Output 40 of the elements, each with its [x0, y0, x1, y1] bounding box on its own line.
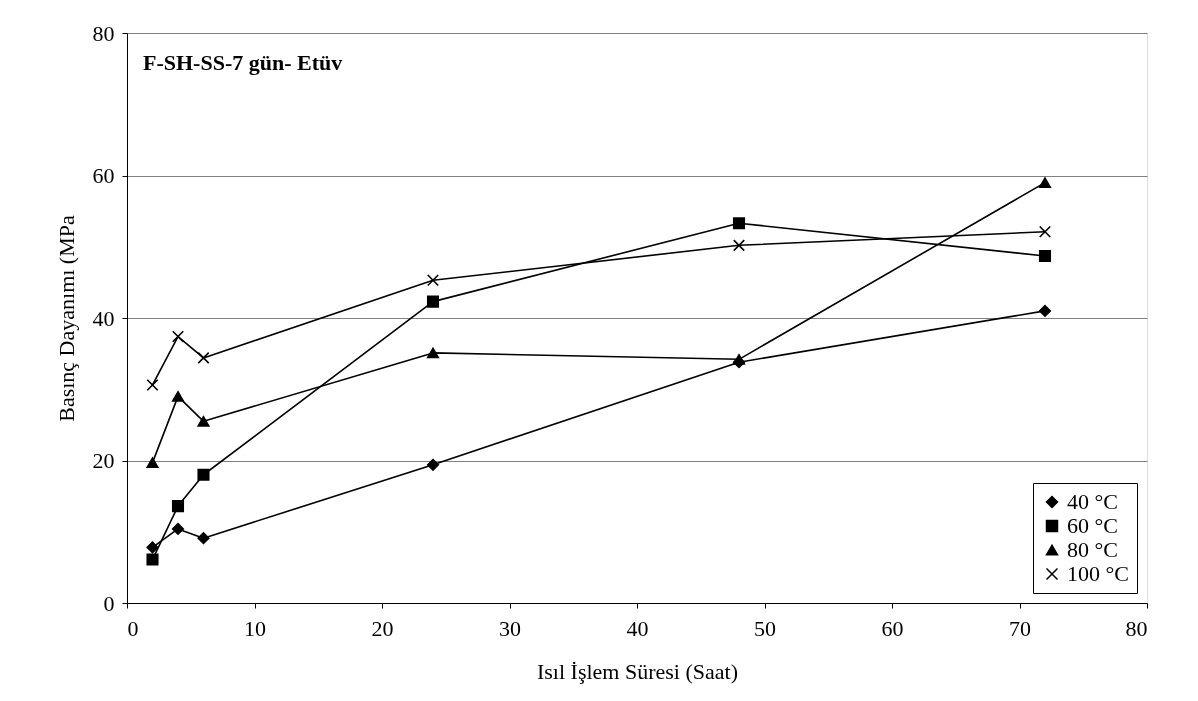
x-tick-label: 60	[881, 615, 904, 641]
point	[732, 217, 746, 230]
point	[426, 458, 440, 471]
point	[197, 532, 210, 545]
legend-label: 100 °C	[1067, 561, 1129, 586]
x-tick-label: 50	[754, 615, 776, 641]
point	[1038, 225, 1052, 238]
x-tick-label: 40	[626, 615, 649, 641]
point	[732, 353, 746, 365]
x-tick-label: 80	[1125, 615, 1148, 641]
point	[1038, 304, 1052, 317]
legend-label: 80 °C	[1067, 537, 1118, 562]
point	[426, 295, 440, 308]
x-axis-title: Isıl İşlem Süresi (Saat)	[536, 658, 739, 684]
point	[1038, 249, 1052, 263]
point	[171, 522, 185, 535]
point	[197, 468, 210, 481]
legend-label: 60 °C	[1067, 513, 1118, 538]
point	[732, 239, 746, 252]
point	[426, 274, 440, 287]
y-tick-label: 40	[92, 305, 115, 331]
point	[1038, 177, 1052, 188]
x-tick-label: 30	[499, 615, 521, 641]
y-tick-label: 60	[92, 163, 115, 188]
y-tick-label: 20	[92, 448, 115, 473]
point	[171, 500, 185, 513]
point	[171, 330, 185, 343]
x-tick-label: 10	[244, 615, 266, 641]
point	[197, 351, 210, 364]
y-axis-title: Basınç Dayanımı (MPa	[53, 215, 79, 422]
point	[171, 391, 185, 402]
x-tick-label: 20	[371, 615, 394, 641]
legend-label: 40 °C	[1067, 489, 1118, 514]
point	[426, 347, 440, 359]
point	[146, 378, 159, 392]
y-tick-label: 0	[103, 590, 115, 616]
text: F-SH-SS-7 gün- Etüv	[143, 50, 343, 75]
y-tick-label: 80	[92, 20, 115, 46]
x-tick-label: 0	[127, 615, 139, 641]
x-tick-label: 70	[1009, 615, 1031, 641]
